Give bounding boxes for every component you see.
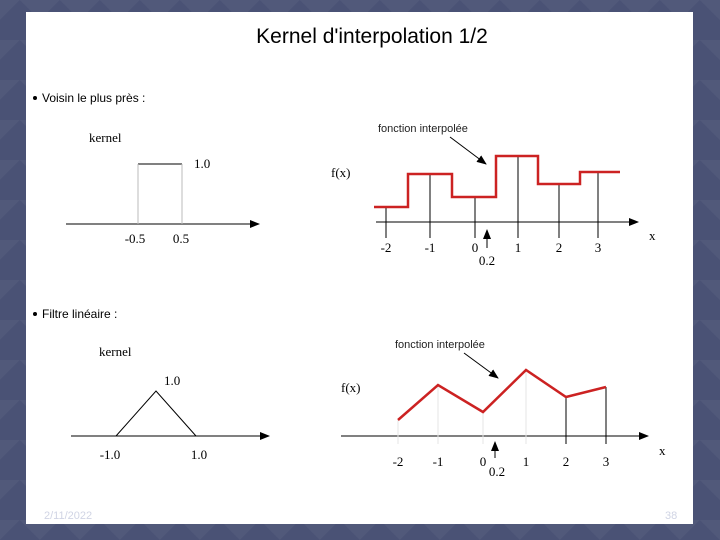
kernel-tick-neg-2: -1.0: [100, 447, 121, 462]
x-tick-label: -2: [381, 240, 392, 255]
fx-label-2: f(x): [341, 380, 361, 395]
footer-page-number: 38: [665, 510, 678, 522]
interpolated-step-curve: [374, 154, 620, 209]
x-label-2: x: [659, 443, 666, 458]
fx-label-1: f(x): [331, 165, 351, 180]
kernel-tick-pos-1: 0.5: [173, 231, 189, 246]
nearest-neighbour-plot: f(x) x -2 -1 0 1 2 3 fonction interpolée 0.2: [331, 123, 656, 268]
kernel-tick-pos-2: 1.0: [191, 447, 207, 462]
sample-lines-1: [385, 156, 599, 238]
annotation-2: fonction interpolée: [395, 339, 485, 351]
x-ticks-2: -2 -1 0 1 2 3: [393, 454, 610, 469]
annotation-1: fonction interpolée: [378, 123, 468, 135]
x-tick-label: -1: [425, 240, 436, 255]
bullet-nearest-neighbour: Voisin le plus près :: [42, 91, 145, 105]
slide-canvas: Kernel d'interpolation 1/2 Voisin le plu…: [33, 25, 666, 479]
slide-title: Kernel d'interpolation 1/2: [256, 25, 488, 48]
x-tick-label: 0: [480, 454, 487, 469]
marker-label-1: 0.2: [479, 253, 495, 268]
x-tick-label: 3: [603, 454, 610, 469]
annotation-arrow-1: [449, 136, 487, 165]
x-tick-label: -1: [433, 454, 444, 469]
kernel-box-diagram: kernel 1.0 -0.5 0.5: [66, 130, 260, 246]
x-tick-label: 3: [595, 240, 602, 255]
kernel-value-1: 1.0: [194, 156, 210, 171]
kernel-label-2: kernel: [99, 344, 132, 359]
bullet-linear-filter: Filtre linéaire :: [42, 307, 117, 321]
bullet-dot-1: [33, 96, 37, 100]
x-tick-label: 2: [556, 240, 563, 255]
x-tick-label: 1: [523, 454, 530, 469]
sample-lines-2: [397, 370, 607, 444]
interpolated-linear-curve: [397, 368, 607, 421]
slide: Kernel d'interpolation 1/2 Voisin le plu…: [26, 12, 693, 524]
marker-label-2: 0.2: [489, 464, 505, 479]
x-tick-label: 1: [515, 240, 522, 255]
x-ticks-1: -2 -1 0 1 2 3: [381, 240, 602, 255]
kernel-label-1: kernel: [89, 130, 122, 145]
footer-date: 2/11/2022: [44, 510, 93, 522]
x-tick-label: 2: [563, 454, 570, 469]
annotation-arrow-2: [463, 352, 499, 379]
kernel-triangle: [115, 390, 197, 437]
linear-filter-plot: f(x) x -2 -1 0 1 2 3 fonction interpolée 0.2: [341, 339, 666, 479]
x-tick-label: 0: [472, 240, 479, 255]
kernel-tick-neg-1: -0.5: [125, 231, 146, 246]
bullet-dot-2: [33, 312, 37, 316]
x-label-1: x: [649, 228, 656, 243]
kernel-triangle-diagram: kernel 1.0 -1.0 1.0: [71, 344, 270, 462]
x-tick-label: -2: [393, 454, 404, 469]
kernel-value-2: 1.0: [164, 373, 180, 388]
